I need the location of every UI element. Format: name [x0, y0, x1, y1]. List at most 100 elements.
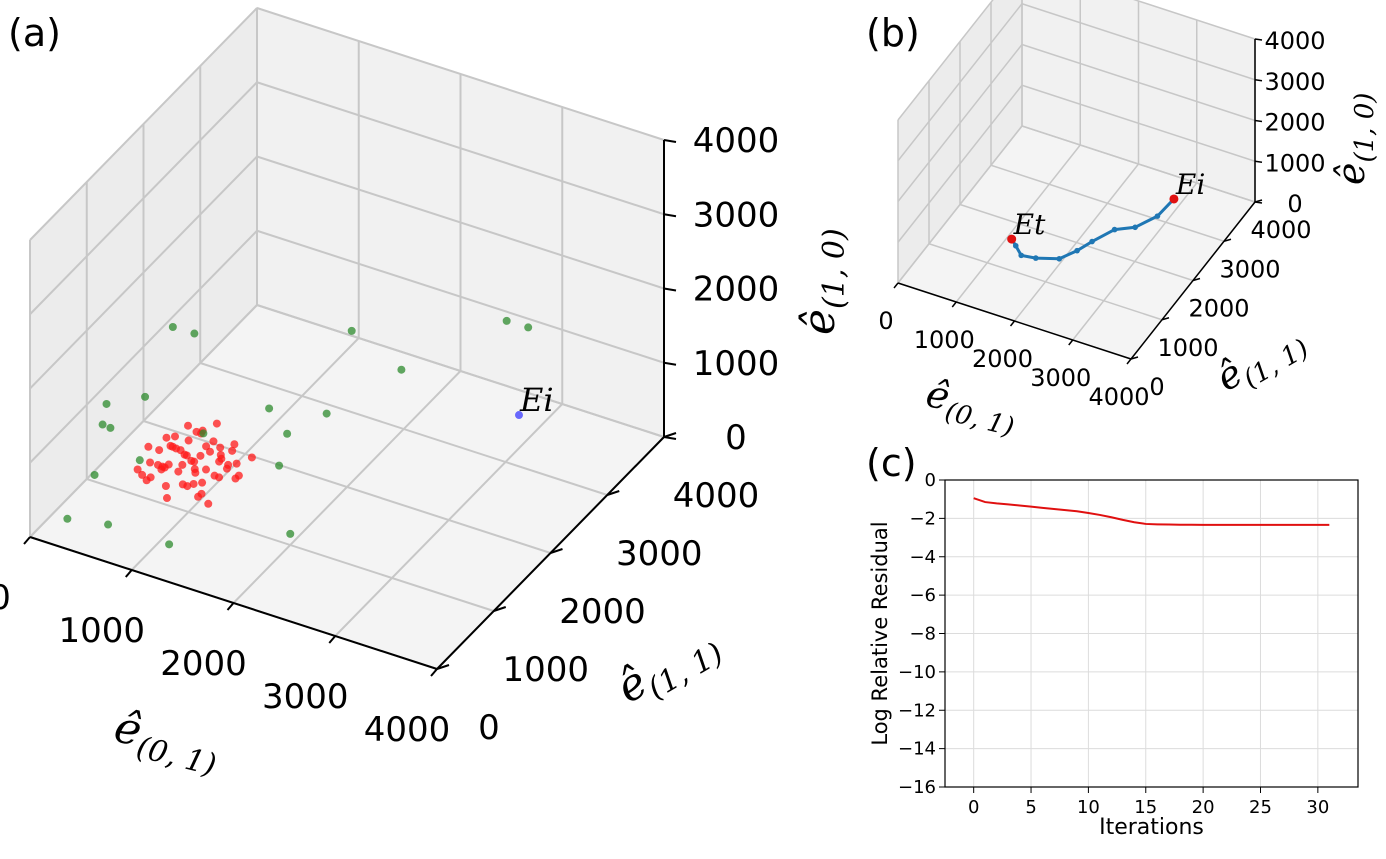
- z-axis-title-subscript: (1, 0): [1350, 93, 1380, 163]
- red-point: [192, 427, 201, 436]
- red-point: [196, 451, 205, 460]
- floor-gridline-y: [256, 304, 665, 438]
- floor-gridline-y: [199, 362, 608, 496]
- y-tick-label: 4000: [673, 476, 760, 516]
- x-axis-title: ê(0, 1): [920, 371, 1022, 443]
- green-point: [135, 456, 144, 465]
- y-tick-mark: [1223, 238, 1232, 242]
- green-point: [102, 399, 111, 408]
- x-tick-mark: [23, 536, 31, 545]
- z-tick-label: 2000: [1264, 109, 1325, 137]
- y-tick-label: 2000: [559, 592, 646, 632]
- z-tick-mark: [1254, 38, 1263, 41]
- left-wall-gridline-z: [29, 7, 258, 241]
- annotation-E_i: Ei: [519, 381, 554, 419]
- x-tick-mark: [226, 602, 235, 611]
- red-point: [138, 470, 147, 479]
- point-E_t: [1007, 234, 1017, 244]
- z-tick-label: 1000: [1264, 149, 1325, 177]
- x-tick-label: 25: [1249, 797, 1272, 818]
- red-point: [162, 433, 171, 442]
- panel-label-b: (b): [866, 11, 920, 55]
- floor-gridline-y: [990, 164, 1225, 242]
- red-point: [161, 482, 170, 490]
- x-tick-mark: [951, 301, 957, 308]
- back-wall-gridline-z: [256, 7, 665, 141]
- x-tick-label: 3000: [1030, 364, 1091, 392]
- z-tick-label: 0: [1287, 190, 1302, 218]
- x-tick-mark: [893, 282, 899, 289]
- green-point: [106, 423, 115, 432]
- z-tick-mark: [663, 361, 677, 366]
- red-point: [178, 460, 187, 469]
- left-wall-gridline-z: [897, 44, 1023, 202]
- trajectory-marker: [1012, 242, 1019, 249]
- red-point: [204, 499, 213, 508]
- red-point: [202, 465, 211, 474]
- x-tick-label: 10: [1077, 797, 1100, 818]
- z-tick-label: 4000: [693, 121, 780, 161]
- z-tick-mark: [663, 213, 677, 218]
- x-tick-mark: [1126, 358, 1132, 365]
- y-tick-mark: [1192, 277, 1201, 282]
- y-tick-label: 1000: [1157, 334, 1218, 362]
- point-E_i: [515, 411, 523, 420]
- back-wall-gridline-z: [256, 81, 665, 216]
- green-point: [168, 323, 177, 331]
- red-point: [212, 419, 221, 428]
- z-tick-label: 3000: [693, 195, 780, 235]
- green-point: [90, 470, 99, 479]
- red-point: [184, 421, 193, 430]
- panel-label-a: (a): [8, 11, 61, 55]
- x-tick-label: 0: [878, 307, 893, 335]
- x-tick-mark: [430, 668, 438, 677]
- left-wall-gridline-z: [29, 155, 258, 390]
- green-point: [283, 429, 292, 438]
- red-point: [182, 451, 191, 460]
- red-point: [197, 489, 206, 498]
- back-wall-gridline-z: [1133, 0, 1256, 40]
- trajectory-marker: [1056, 255, 1063, 262]
- y-tick-label: 1000: [502, 650, 589, 690]
- floor-gridline-x: [334, 403, 563, 637]
- x-tick-mark: [124, 569, 133, 578]
- green-point: [63, 514, 72, 523]
- trajectory-marker: [1154, 213, 1161, 219]
- red-point: [146, 458, 155, 467]
- green-point: [524, 323, 533, 332]
- x-tick-mark: [1009, 320, 1016, 327]
- green-point: [322, 409, 331, 418]
- z-tick-label: 0: [725, 418, 747, 458]
- red-point: [183, 482, 192, 491]
- green-point: [141, 392, 150, 401]
- y-tick-label: 2000: [1188, 295, 1249, 323]
- red-point: [171, 432, 179, 441]
- red-point: [144, 442, 153, 451]
- red-point: [162, 494, 171, 503]
- red-point: [247, 453, 256, 462]
- z-tick-mark: [1254, 119, 1263, 123]
- z-axis-title-base: ê: [1329, 163, 1373, 186]
- x-tick-label: 0: [0, 578, 11, 618]
- x-tick-mark: [328, 635, 337, 644]
- z-tick-label: 3000: [1264, 68, 1325, 96]
- x-tick-label: 4000: [1088, 383, 1149, 411]
- x-axis-title-subscript: (0, 1): [133, 730, 220, 783]
- y-axis-title: ê(1, 1): [1209, 315, 1315, 405]
- floor-gridline-y: [1021, 125, 1256, 203]
- red-point: [191, 468, 200, 477]
- back-wall-gridline-z: [256, 155, 665, 290]
- green-point: [199, 429, 208, 438]
- z-tick-mark: [663, 287, 677, 292]
- x-tick-mark: [1068, 339, 1074, 346]
- trajectory-marker: [1132, 224, 1138, 231]
- floor-gridline-x: [1072, 182, 1198, 341]
- x-tick-label: 0: [968, 797, 979, 818]
- annotation-E_t: Et: [1013, 208, 1046, 241]
- red-point: [232, 459, 241, 468]
- red-point: [198, 478, 207, 487]
- green-point: [275, 461, 284, 470]
- y-tick-label: 0: [1149, 373, 1164, 401]
- red-point: [209, 437, 218, 446]
